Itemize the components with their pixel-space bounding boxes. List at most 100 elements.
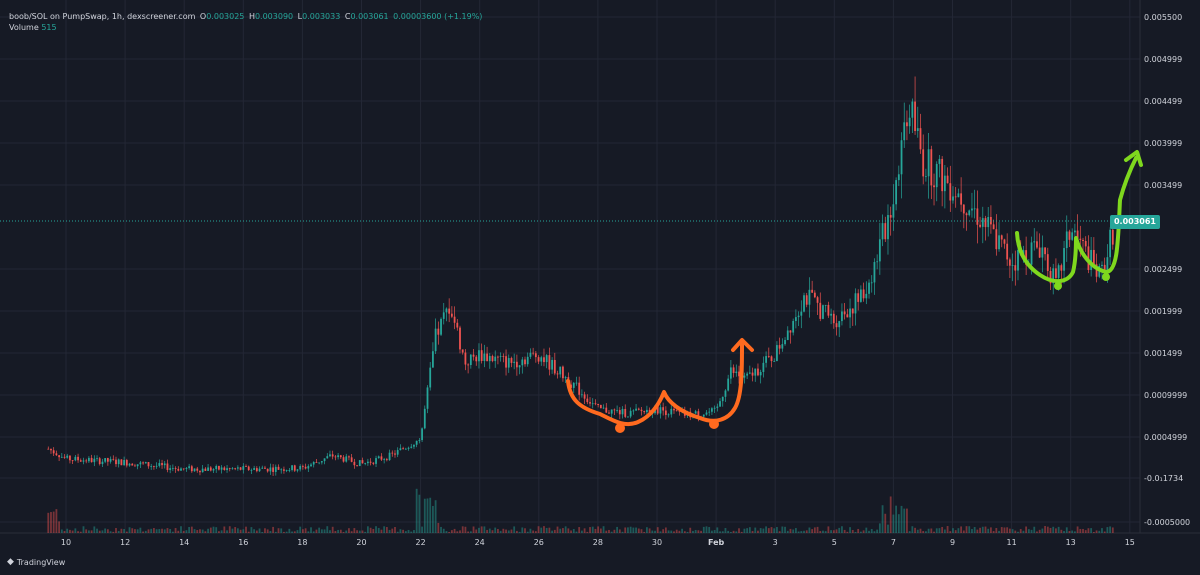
candle-body: [494, 356, 497, 362]
volume-bar: [889, 496, 892, 533]
volume-bar: [973, 527, 976, 533]
price-axis[interactable]: 0.005500 0.004999 0.004499 0.003999 0.003499…: [1144, 13, 1190, 527]
volume-bar: [524, 528, 526, 533]
legend-close: 0.003061: [350, 12, 389, 21]
volume-bar: [624, 527, 627, 533]
volume-bar: [223, 526, 226, 533]
candle-body: [166, 463, 169, 470]
candle-body: [716, 406, 719, 408]
candle-body: [47, 448, 50, 450]
volume-bar: [678, 530, 681, 533]
y-tick-label: 0.001999: [1144, 307, 1182, 316]
volume-bar: [236, 528, 239, 533]
volume-bar: [819, 530, 822, 533]
candle-body: [551, 359, 553, 370]
volume-bar: [337, 529, 340, 533]
candle-body: [897, 174, 900, 181]
candle-body: [147, 462, 150, 467]
y-tick-label: -0.0005000: [1144, 518, 1190, 527]
candle-body: [388, 452, 391, 461]
volume-bar: [757, 530, 759, 533]
volume-bar: [226, 530, 228, 533]
volume-bar: [838, 527, 841, 533]
candle-body: [1095, 264, 1098, 277]
candle-body: [927, 149, 930, 177]
x-tick-label: Feb: [708, 538, 725, 547]
volume-bar: [242, 529, 245, 533]
volume-bar: [995, 528, 998, 533]
volume-bar: [231, 528, 234, 533]
volume-bar: [664, 527, 667, 533]
candle-body: [746, 373, 749, 376]
time-axis[interactable]: 10 12 14 16 18 20 22 24 26 28 30 Feb 3 5 7 9 11 13 15: [61, 538, 1135, 547]
volume-bar: [120, 528, 123, 533]
orange-dot-2: [709, 419, 719, 429]
volume-bar: [589, 527, 591, 533]
candle-body: [296, 469, 299, 471]
volume-bar: [865, 527, 868, 533]
volume-bar: [377, 527, 380, 533]
candle-body: [399, 448, 402, 451]
candle-body: [361, 460, 364, 464]
candle-body: [212, 469, 215, 471]
volume-bar: [502, 528, 505, 533]
candle-body: [540, 357, 543, 362]
volume-bar: [358, 530, 361, 533]
x-tick-label: 3: [773, 538, 778, 547]
tradingview-branding[interactable]: ◆ TradingView: [7, 557, 65, 567]
legend-low-label: L: [297, 12, 303, 21]
candle-body: [813, 292, 816, 298]
candle-body: [543, 357, 545, 363]
x-tick-label: 7: [891, 538, 896, 547]
candle-body: [594, 403, 597, 405]
candle-body: [1008, 259, 1011, 266]
candle-body: [659, 407, 662, 414]
candle-body: [805, 295, 808, 305]
candle-body: [979, 224, 981, 227]
candle-body: [299, 466, 302, 470]
candle-body: [892, 204, 895, 218]
candle-body: [63, 456, 66, 458]
volume-bar: [494, 527, 497, 533]
candle-body: [751, 372, 754, 376]
candle-body: [792, 321, 795, 333]
candle-body: [410, 446, 413, 448]
volume-bar: [778, 531, 781, 533]
volume-bar: [77, 531, 79, 533]
volume-bar: [1036, 531, 1038, 533]
volume-bar: [681, 528, 684, 533]
volume-bar: [128, 527, 131, 533]
candle-body: [564, 377, 567, 379]
candle-body: [570, 384, 572, 388]
volume-bar: [743, 528, 746, 533]
candle-body: [521, 359, 524, 366]
candle-body: [553, 359, 556, 374]
volume-bar: [800, 531, 803, 533]
candle-body: [348, 456, 350, 458]
volume-bar: [323, 529, 326, 533]
volume-bar: [675, 529, 678, 533]
candle-body: [50, 448, 52, 451]
candle-body: [128, 463, 131, 466]
volume-bar: [1027, 529, 1030, 533]
candle-body: [293, 465, 296, 471]
candle-body: [632, 410, 635, 412]
candle-body: [987, 216, 990, 228]
candle-body: [253, 468, 256, 470]
volume-bar: [876, 529, 879, 533]
legend-close-label: C: [344, 12, 351, 21]
volume-bar: [480, 526, 483, 533]
candle-body: [605, 407, 608, 413]
volume-bar: [583, 528, 586, 533]
volume-bar: [870, 528, 873, 533]
candle-body: [285, 470, 288, 471]
candle-body: [215, 466, 218, 470]
y-tick-label: 0.001499: [1144, 349, 1182, 358]
candle-body: [437, 328, 440, 335]
volume-bar: [605, 530, 608, 533]
candle-body: [640, 409, 643, 412]
candle-body: [71, 460, 74, 462]
volume-bar: [789, 528, 792, 533]
